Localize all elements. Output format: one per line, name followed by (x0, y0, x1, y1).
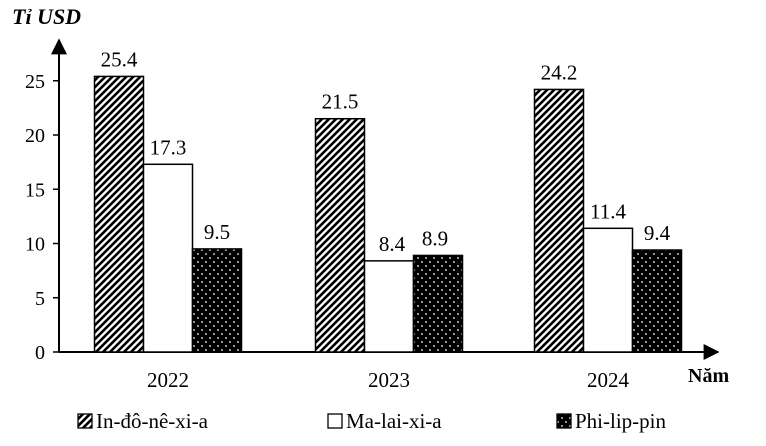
data-label: 9.5 (204, 220, 230, 244)
bar-2022-series-2 (142, 163, 194, 353)
legend-swatch-series-3 (556, 413, 572, 429)
bar-2022-series-1 (93, 75, 145, 353)
data-label: 8.4 (379, 232, 406, 256)
bar-2024-series-2 (582, 227, 634, 353)
bar-2024-series-3 (631, 249, 683, 353)
y-tick-label: 5 (35, 288, 45, 310)
legend: In-đô-nê-xi-a Ma-lai-xi-a Phi-lip-pin (77, 409, 667, 433)
y-tick-label: 0 (35, 342, 45, 364)
y-axis-label: Tỉ USD (12, 4, 81, 29)
data-label: 21.5 (322, 90, 359, 114)
bar-2023-series-1 (314, 117, 366, 353)
x-category-label: 2024 (587, 368, 630, 392)
y-ticks: 0 5 10 15 20 25 (25, 71, 59, 364)
x-category-label: 2023 (368, 368, 410, 392)
bar-2023-series-2 (363, 260, 415, 353)
y-tick-label: 25 (25, 71, 45, 93)
x-category-label: 2022 (147, 368, 189, 392)
data-labels: 25.4 21.5 24.2 17.3 8.4 11.4 9.5 8.9 9.4 (101, 47, 671, 255)
data-label: 8.9 (422, 226, 448, 250)
bar-2024-series-1 (533, 88, 585, 353)
y-tick-label: 20 (25, 125, 45, 147)
legend-label: Phi-lip-pin (575, 409, 667, 433)
legend-swatch-series-1 (77, 413, 93, 429)
data-label: 17.3 (150, 135, 187, 159)
bar-2022-series-3 (191, 248, 243, 353)
x-categories: 2022 2023 2024 (147, 368, 630, 392)
y-tick-label: 10 (25, 234, 45, 256)
y-tick-label: 15 (25, 179, 45, 201)
bar-2023-series-3 (412, 254, 464, 353)
legend-swatch-series-2 (327, 413, 343, 429)
data-label: 11.4 (590, 199, 626, 223)
x-axis-label: Năm (688, 365, 729, 387)
bars (93, 75, 683, 353)
legend-label: Ma-lai-xi-a (346, 409, 442, 433)
data-label: 9.4 (644, 221, 671, 245)
data-label: 25.4 (101, 47, 138, 71)
data-label: 24.2 (541, 60, 578, 84)
legend-label: In-đô-nê-xi-a (96, 409, 209, 433)
